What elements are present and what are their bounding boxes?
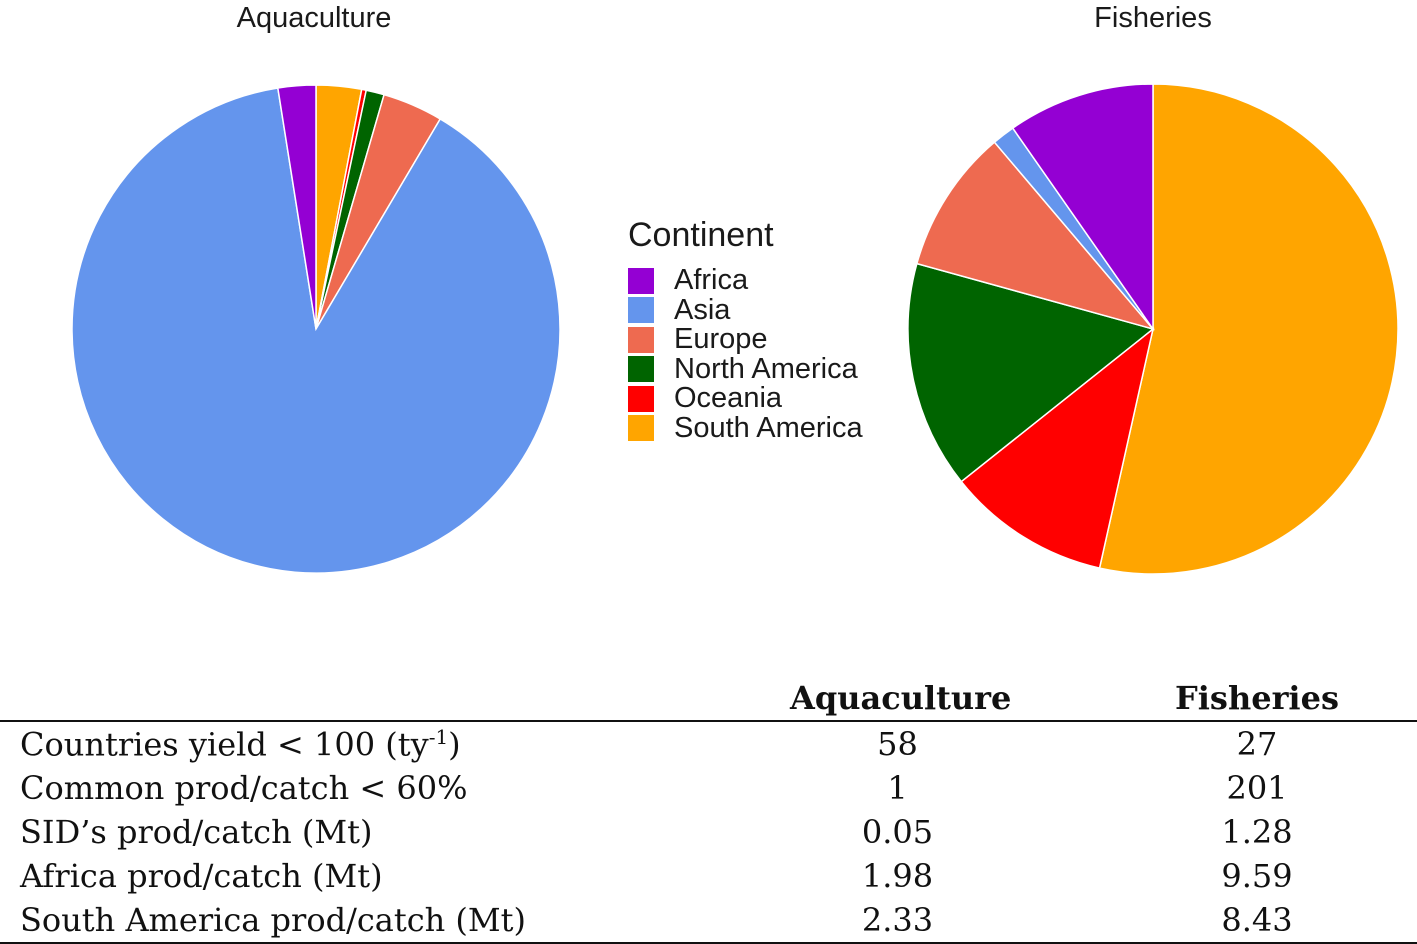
legend-label: Oceania xyxy=(674,382,783,415)
aquaculture-slice-asia xyxy=(71,87,561,574)
table-row-label: Common prod/catch < 60% xyxy=(20,769,468,807)
legend-item: North America xyxy=(628,352,863,385)
table-row: SID’s prod/catch (Mt) 0.05 1.28 xyxy=(0,810,1417,854)
legend-item: Africa xyxy=(628,264,863,297)
table-row: South America prod/catch (Mt) 2.33 8.43 xyxy=(0,898,1417,944)
table-header-fisheries: Fisheries xyxy=(1175,679,1339,717)
unit-superscript: -1 xyxy=(428,724,449,749)
legend-label: Africa xyxy=(674,264,749,297)
table-row-label: South America prod/catch (Mt) xyxy=(20,901,526,939)
table-body: Countries yield < 100 (ty-1) 58 27 Common p… xyxy=(0,722,1417,944)
table-row: Common prod/catch < 60% 1 201 xyxy=(0,766,1417,810)
table-row-label: Africa prod/catch (Mt) xyxy=(20,857,383,895)
fisheries-slice-oceania xyxy=(960,327,1155,569)
legend-swatch xyxy=(628,297,654,324)
table-cell-aquaculture: 0.05 xyxy=(861,813,934,851)
table-header-empty xyxy=(0,676,790,720)
legend-swatch xyxy=(628,326,654,353)
fisheries-slice-africa xyxy=(1011,83,1154,332)
legend-item: Asia xyxy=(628,293,863,326)
table-cell-aquaculture: 1.98 xyxy=(861,857,934,895)
table-cell-fisheries: 27 xyxy=(1236,725,1278,763)
table-cell-fisheries: 9.59 xyxy=(1221,857,1293,895)
table-row-label: Countries yield < 100 (ty-1) xyxy=(20,724,461,764)
table-cell-aquaculture: 58 xyxy=(877,725,918,763)
legend-label: South America xyxy=(674,411,863,444)
legend-swatch xyxy=(628,385,654,412)
table-header: Aquaculture Fisheries xyxy=(0,676,1417,722)
aquaculture-slice-africa xyxy=(276,84,317,330)
fisheries-chart-title: Fisheries xyxy=(1094,2,1212,34)
legend: Continent Africa Asia Europe North America O… xyxy=(628,214,863,444)
summary-table: Aquaculture Fisheries Countries yield < … xyxy=(0,676,1417,944)
table-cell-fisheries: 1.28 xyxy=(1221,813,1293,851)
table-row: Countries yield < 100 (ty-1) 58 27 xyxy=(0,722,1417,766)
legend-label: North America xyxy=(674,352,858,385)
table-cell-fisheries: 201 xyxy=(1226,769,1288,807)
legend-item: Europe xyxy=(628,323,863,356)
legend-swatch xyxy=(628,267,654,294)
table-cell-aquaculture: 2.33 xyxy=(861,901,934,939)
legend-title: Continent xyxy=(628,216,774,254)
table-cell-aquaculture: 1 xyxy=(887,769,908,807)
table-row: Africa prod/catch (Mt) 1.98 9.59 xyxy=(0,854,1417,898)
fisheries-slice-south-america xyxy=(1098,83,1399,575)
legend-item: South America xyxy=(628,411,863,444)
legend-item: Oceania xyxy=(628,382,863,415)
table-row-label: SID’s prod/catch (Mt) xyxy=(20,813,373,851)
fisheries-slice-europe xyxy=(915,141,1156,331)
aquaculture-chart-title: Aquaculture xyxy=(236,2,392,34)
fisheries-slice-north-america xyxy=(907,262,1155,483)
legend-label: Europe xyxy=(674,323,768,356)
pie-charts xyxy=(71,83,1399,575)
table-cell-fisheries: 8.43 xyxy=(1221,901,1293,939)
legend-label: Asia xyxy=(674,293,731,326)
legend-swatch xyxy=(628,356,654,383)
legend-swatch xyxy=(628,415,654,442)
legend-items: Africa Asia Europe North America Oceania Sout… xyxy=(628,264,863,444)
table-header-aquaculture: Aquaculture xyxy=(790,679,1012,717)
